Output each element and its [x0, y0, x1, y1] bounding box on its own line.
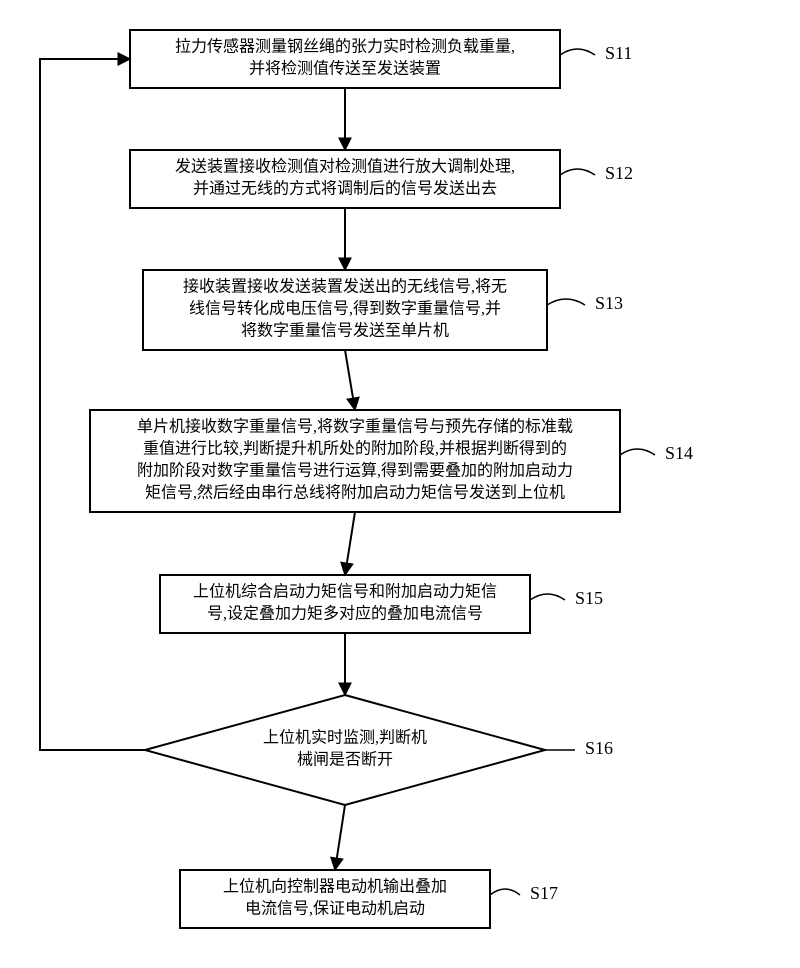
step-text: 并通过无线的方式将调制后的信号发送出去 — [193, 180, 497, 198]
step-label-S13: S13 — [595, 293, 623, 313]
step-text: 重值进行比较,判断提升机所处的附加阶段,并根据判断得到的 — [143, 440, 567, 458]
step-label-S15: S15 — [575, 588, 603, 608]
step-label-S16: S16 — [585, 738, 613, 758]
step-text: 拉力传感器测量钢丝绳的张力实时检测负载重量, — [175, 38, 515, 56]
step-text: 单片机接收数字重量信号,将数字重量信号与预先存储的标准载 — [137, 418, 573, 436]
step-text: 电流信号,保证电动机启动 — [245, 900, 425, 918]
step-text: 发送装置接收检测值对检测值进行放大调制处理, — [175, 158, 515, 176]
flowchart-svg: 拉力传感器测量钢丝绳的张力实时检测负载重量, 并将检测值传送至发送装置发送装置接收… — [0, 0, 800, 968]
step-text: 附加阶段对数字重量信号进行运算,得到需要叠加的附加启动力 — [137, 461, 573, 480]
step-text: 将数字重量信号发送至单片机 — [241, 322, 449, 340]
step-label-S11: S11 — [605, 43, 632, 63]
step-text: 上位机综合启动力矩信号和附加启动力矩信 — [193, 583, 497, 601]
step-text: 接收装置接收发送装置发送出的无线信号,将无 — [183, 278, 507, 296]
step-text: 矩信号,然后经由串行总线将附加启动力矩信号发送到上位机 — [145, 484, 565, 502]
step-text: 线信号转化成电压信号,得到数字重量信号,并 — [189, 300, 501, 318]
step-text: 并将检测值传送至发送装置 — [249, 60, 441, 78]
step-label-S14: S14 — [665, 443, 693, 463]
step-text: 械闸是否断开 — [297, 751, 393, 769]
step-label-S17: S17 — [530, 883, 558, 903]
step-text: 号,设定叠加力矩多对应的叠加电流信号 — [207, 604, 483, 623]
step-text: 上位机向控制器电动机输出叠加 — [223, 878, 447, 896]
step-label-S12: S12 — [605, 163, 633, 183]
step-text: 上位机实时监测,判断机 — [263, 729, 427, 747]
